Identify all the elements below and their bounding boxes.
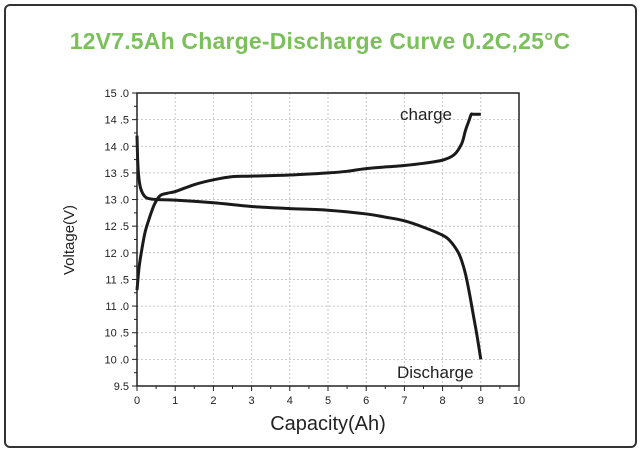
y-tick-label: 9.5 — [114, 381, 129, 393]
charge-series-line — [135, 112, 481, 291]
x-tick-label: 4 — [287, 395, 293, 407]
x-tick-label: 3 — [249, 395, 255, 407]
x-tick-label: 2 — [210, 395, 216, 407]
y-tick-label: 12 .0 — [105, 248, 129, 260]
discharge-series-line — [135, 135, 483, 360]
x-tick-label: 5 — [325, 395, 331, 407]
y-tick-label: 15 .0 — [105, 88, 129, 100]
y-tick-label: 11 .0 — [105, 301, 129, 313]
y-tick-label: 13 .0 — [105, 195, 129, 207]
x-axis-label: Capacity(Ah) — [270, 413, 386, 435]
x-tick-label: 10 — [513, 395, 525, 407]
y-tick-label: 10 .5 — [105, 328, 129, 340]
x-tick-label: 1 — [172, 395, 178, 407]
y-tick-label: 11 .5 — [105, 274, 129, 286]
x-tick-label: 8 — [440, 395, 446, 407]
y-tick-label: 13 .5 — [105, 168, 129, 180]
plot-area-border — [136, 92, 520, 387]
chart-title: 12V7.5Ah Charge-Discharge Curve 0.2C,25°… — [69, 28, 571, 54]
chart-frame — [4, 4, 637, 448]
y-axis-label: Voltage(V) — [61, 205, 78, 275]
x-tick-label: 6 — [363, 395, 369, 407]
y-tick-label: 14 .5 — [105, 115, 129, 127]
charge-annotation: charge — [400, 105, 452, 124]
y-tick-label: 14 .0 — [105, 141, 129, 153]
x-tick-label: 9 — [478, 395, 484, 407]
x-tick-label: 0 — [134, 395, 140, 407]
x-tick-label: 7 — [401, 395, 407, 407]
discharge-annotation: Discharge — [397, 363, 474, 382]
y-tick-label: 12 .5 — [105, 221, 129, 233]
y-tick-label: 10 .0 — [105, 354, 129, 366]
